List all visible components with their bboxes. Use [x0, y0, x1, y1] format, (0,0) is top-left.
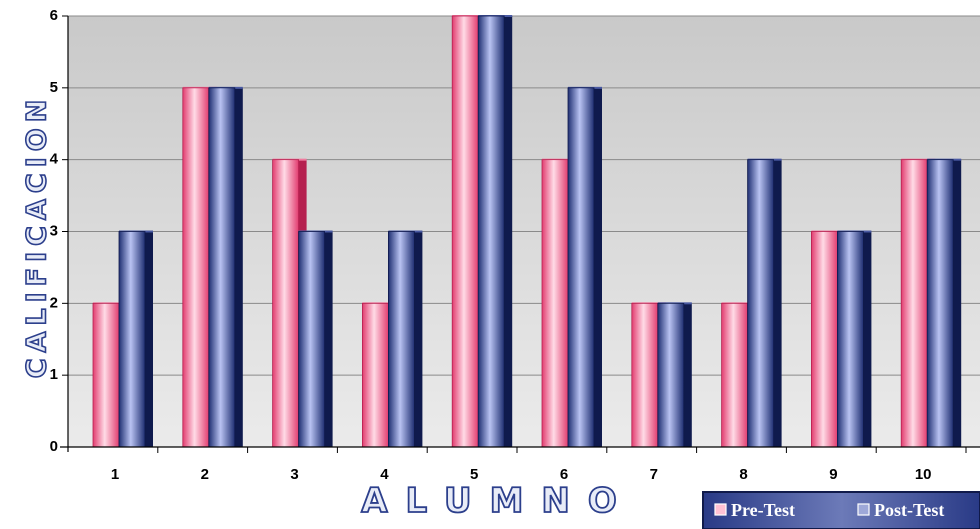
bar-post-test-9	[837, 231, 864, 448]
legend-label-pre-test: Pre-Test	[731, 500, 795, 520]
legend-swatch-post-test	[857, 503, 870, 516]
y-tick-label: 4	[50, 151, 59, 168]
y-tick-label: 3	[50, 222, 58, 239]
x-tick-label: 7	[650, 466, 658, 483]
x-tick-label: 5	[470, 466, 478, 483]
y-tick-label: 6	[50, 7, 58, 24]
bar-post-test-4	[387, 231, 415, 448]
bar-side-post-test-10	[953, 159, 962, 447]
y-tick-label: 5	[50, 79, 58, 96]
bar-post-test-10	[926, 159, 954, 448]
x-tick-labels: 1 2 3 4 5 6 7 8 9 10	[111, 447, 967, 483]
bar-post-test-6	[567, 87, 595, 448]
bar-pre-test-8	[721, 302, 748, 448]
bar-side-post-test-7	[683, 303, 692, 447]
legend-label-post-test: Post-Test	[874, 500, 944, 520]
bar-post-test-1	[118, 231, 146, 448]
bar-side-post-test-9	[863, 231, 872, 447]
bar-pre-test-9	[811, 231, 838, 448]
bar-post-test-5	[477, 15, 505, 448]
x-tick-label: 10	[915, 466, 932, 483]
bar-pre-test-4	[361, 302, 389, 448]
bar-pre-test-2	[182, 87, 210, 448]
x-tick-label: 4	[380, 466, 389, 483]
bar-pre-test-5	[451, 15, 479, 448]
legend: Pre-Test Post-Test	[702, 491, 980, 529]
x-tick-label: 6	[560, 466, 568, 483]
legend-box	[702, 491, 980, 529]
x-tick-label: 9	[829, 466, 837, 483]
bars	[92, 15, 962, 448]
bar-side-post-test-3	[324, 231, 333, 447]
y-tick-label: 1	[50, 366, 58, 383]
bar-side-post-test-8	[773, 159, 782, 447]
bar-pre-test-6	[541, 159, 569, 448]
bar-side-post-test-4	[414, 231, 423, 447]
bar-pre-test-3	[272, 159, 300, 448]
bar-pre-test-10	[900, 159, 928, 448]
bar-post-test-2	[208, 87, 236, 448]
y-tick-label: 2	[50, 294, 58, 311]
bar-side-post-test-5	[504, 16, 513, 447]
bar-pre-test-1	[92, 302, 120, 448]
bar-side-post-test-1	[145, 231, 153, 447]
bar-post-test-7	[657, 302, 685, 448]
bar-pre-test-7	[631, 302, 659, 448]
x-tick-label: 8	[739, 466, 747, 483]
x-axis-label: ALUMNO	[361, 481, 635, 521]
bar-post-test-3	[298, 231, 326, 448]
bar-side-post-test-2	[234, 87, 243, 447]
x-tick-label: 2	[201, 466, 209, 483]
x-tick-label: 3	[290, 466, 298, 483]
y-axis-label: CALIFICACION	[22, 94, 53, 379]
y-tick-labels: 0 1 2 3 4 5 6	[50, 7, 68, 455]
bar-side-post-test-6	[594, 87, 602, 447]
y-tick-label: 0	[50, 438, 58, 455]
bar-post-test-8	[747, 159, 774, 448]
legend-swatch-pre-test	[714, 503, 727, 516]
x-tick-label: 1	[111, 466, 119, 483]
